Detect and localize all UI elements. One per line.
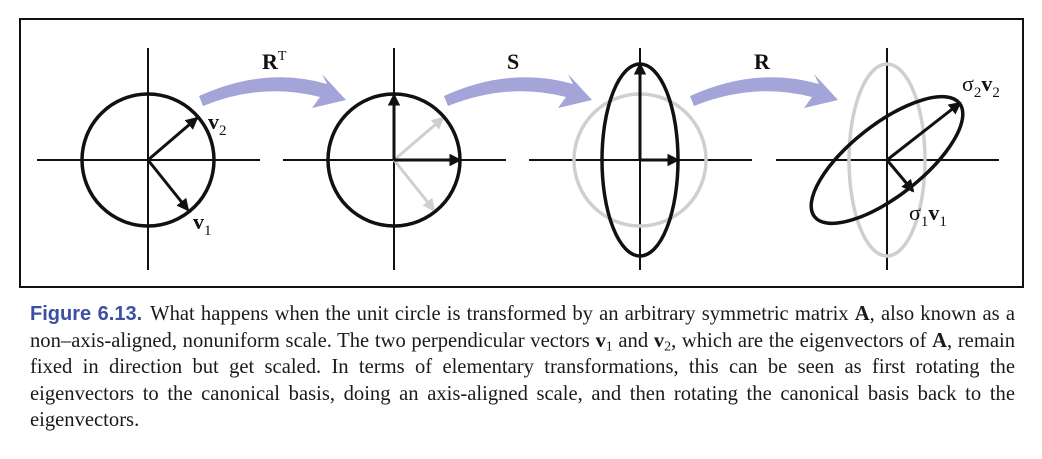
transform-arrow-s <box>444 74 592 108</box>
figure-label: Figure 6.13. <box>30 303 143 325</box>
label-sigma2-v2: σ2v2 <box>962 71 1000 101</box>
caption-text: , which are the eigenvectors of <box>671 329 933 352</box>
vector-sigma1-v1 <box>885 159 915 193</box>
panel-rotated-back: σ2v2 σ1v1 <box>776 48 1000 270</box>
panel-scaled <box>529 48 752 270</box>
vector-v2 <box>147 116 199 162</box>
ghost-vector-v1 <box>392 159 436 212</box>
figure-frame <box>19 18 1024 288</box>
figure-caption: Figure 6.13. What happens when the unit c… <box>30 301 1015 434</box>
label-r: R <box>754 49 771 74</box>
caption-text: and <box>612 329 654 352</box>
caption-text: What happens when the unit circle is tra… <box>150 303 855 325</box>
matrix-a: A <box>854 303 870 325</box>
vector-v1 <box>146 159 190 212</box>
matrix-a: A <box>932 329 947 352</box>
vector-v1-subscript: 1 <box>605 339 613 354</box>
label-rt: RT <box>262 49 287 74</box>
vector-v1-symbol: v <box>595 329 606 352</box>
label-sigma1-v1: σ1v1 <box>909 200 947 230</box>
vector-sigma2-v2 <box>886 101 962 162</box>
vector-v2-symbol: v <box>653 329 665 352</box>
transformation-diagram: v2 v1 RT S R σ2v2 σ1v1 <box>37 48 1000 270</box>
panel-rotated <box>283 48 506 270</box>
caption-text: , also known as a non–axis-aligned, nonu… <box>30 303 1015 352</box>
label-v1: v1 <box>193 209 212 239</box>
panel-unit-circle: v2 v1 <box>37 48 260 270</box>
transform-arrow-rt <box>199 74 346 108</box>
ghost-vector-v2 <box>393 116 445 162</box>
vector-v2-subscript: 2 <box>664 339 672 354</box>
transform-arrow-r <box>690 74 838 108</box>
unit-circle <box>80 92 216 228</box>
label-v2: v2 <box>208 109 227 139</box>
label-s: S <box>507 49 519 74</box>
ghost-ellipse <box>847 62 927 258</box>
caption-text: , remain fixed in direction but get scal… <box>30 329 1015 432</box>
